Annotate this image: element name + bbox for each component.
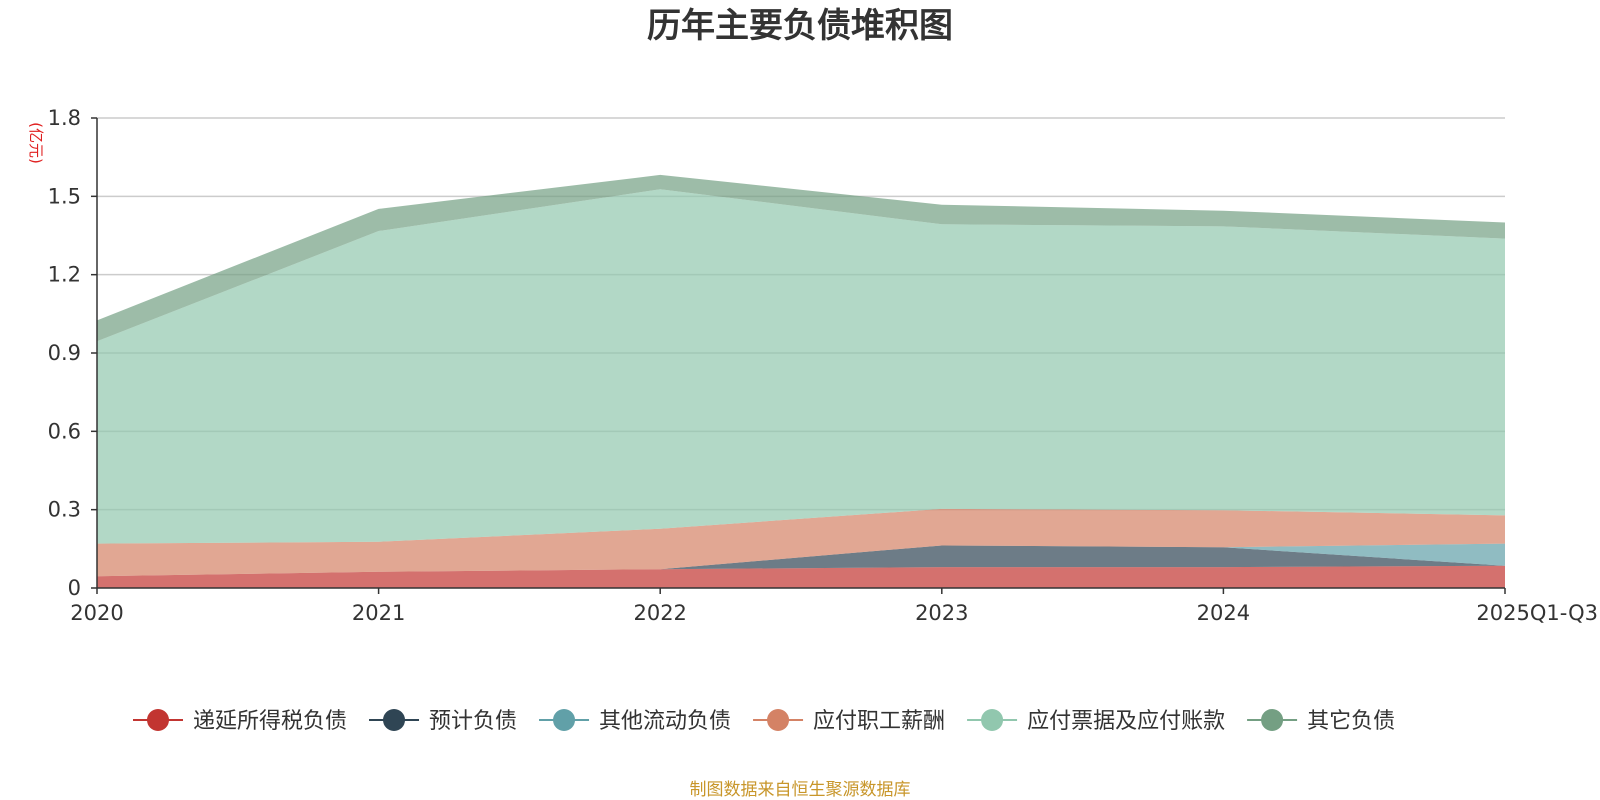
legend-marker [1261, 709, 1284, 731]
y-tick-label: 0.6 [48, 419, 81, 443]
y-tick-label: 1.2 [48, 263, 81, 287]
legend[interactable]: 递延所得税负债 预计负债 其他流动负债 应付职工薪酬 应付票据及应付账款 其它负债 [133, 709, 1395, 734]
x-tick-label: 2021 [352, 601, 405, 625]
legend-label: 应付职工薪酬 [813, 709, 945, 734]
legend-marker [767, 709, 790, 731]
legend-item[interactable]: 预计负债 [369, 709, 517, 734]
source-note: 制图数据来自恒生聚源数据库 [690, 780, 911, 800]
legend-label: 其它负债 [1307, 709, 1395, 734]
axes: 0 0.3 0.6 0.9 1.2 1.5 1.8 2020 2021 2022 2023 2024 2… [48, 106, 1598, 625]
y-axis-unit: (亿元) [27, 122, 45, 164]
y-tick-label: 0.9 [48, 341, 81, 365]
legend-marker [553, 709, 576, 731]
x-tick-label: 2024 [1197, 601, 1250, 625]
legend-label: 应付票据及应付账款 [1027, 709, 1225, 734]
legend-label: 预计负债 [429, 709, 517, 734]
legend-marker [981, 709, 1004, 731]
legend-label: 递延所得税负债 [193, 709, 347, 734]
y-tick-label: 0.3 [48, 498, 81, 522]
legend-item[interactable]: 其它负债 [1247, 709, 1395, 734]
y-tick-label: 0 [68, 576, 81, 600]
x-tick-label: 2022 [633, 601, 686, 625]
chart-title: 历年主要负债堆积图 [647, 6, 953, 46]
series-area [97, 565, 1505, 588]
legend-item[interactable]: 应付职工薪酬 [753, 709, 945, 734]
y-tick-label: 1.5 [48, 184, 81, 208]
legend-item[interactable]: 应付票据及应付账款 [967, 709, 1225, 734]
legend-item[interactable]: 递延所得税负债 [133, 709, 347, 734]
series-areas [97, 174, 1505, 588]
series-area [97, 174, 1505, 342]
x-tick-label: 2020 [70, 601, 123, 625]
series-area [97, 189, 1505, 544]
series-area [97, 543, 1505, 577]
legend-marker [147, 709, 169, 731]
x-tick-label: 2023 [915, 601, 968, 625]
legend-item[interactable]: 其他流动负债 [539, 709, 731, 734]
x-tick-label: 2025Q1-Q3 [1476, 601, 1598, 625]
legend-marker [383, 709, 406, 731]
y-tick-label: 1.8 [48, 106, 81, 130]
series-area [97, 545, 1505, 577]
series-area [97, 508, 1505, 577]
legend-label: 其他流动负债 [599, 709, 731, 734]
